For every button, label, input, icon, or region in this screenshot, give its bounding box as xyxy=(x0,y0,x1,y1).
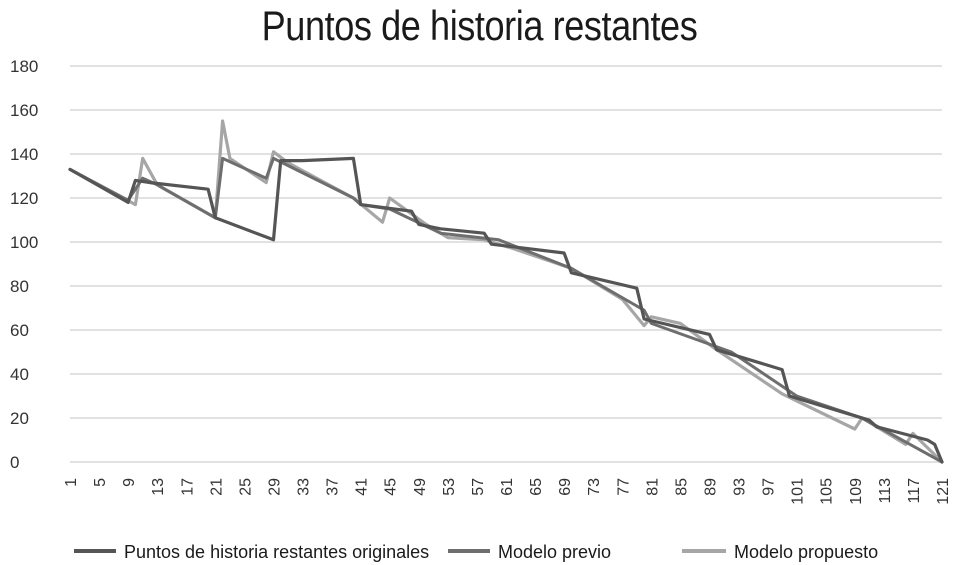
x-tick-label: 109 xyxy=(848,478,865,505)
x-tick-label: 81 xyxy=(644,478,661,496)
chart-title: Puntos de historia restantes xyxy=(261,2,698,49)
x-tick-label: 33 xyxy=(296,478,313,496)
x-tick-label: 53 xyxy=(441,478,458,496)
x-tick-label: 21 xyxy=(208,478,225,496)
x-tick-label: 9 xyxy=(121,478,138,487)
x-tick-label: 77 xyxy=(615,478,632,496)
x-tick-label: 5 xyxy=(92,478,109,487)
x-tick-label: 73 xyxy=(586,478,603,496)
series-lines xyxy=(68,119,944,464)
x-tick-label: 37 xyxy=(325,478,342,496)
y-tick-label: 120 xyxy=(10,189,38,208)
legend-label-1: Puntos de historia restantes originales xyxy=(124,542,429,562)
y-tick-label: 60 xyxy=(10,321,29,340)
y-tick-label: 20 xyxy=(10,409,29,428)
series-line-3 xyxy=(68,119,944,464)
x-tick-label: 41 xyxy=(354,478,371,496)
x-tick-label: 113 xyxy=(877,478,894,504)
x-tick-label: 49 xyxy=(412,478,429,496)
x-tick-label: 25 xyxy=(237,478,254,496)
y-tick-label: 160 xyxy=(10,101,38,120)
y-tick-label: 0 xyxy=(10,453,19,472)
series-line-1 xyxy=(68,156,944,464)
x-tick-label: 89 xyxy=(702,478,719,496)
y-tick-label: 100 xyxy=(10,233,38,252)
x-tick-label: 93 xyxy=(732,478,749,496)
x-tick-label: 101 xyxy=(790,478,807,505)
legend: Puntos de historia restantes originales M… xyxy=(74,542,878,562)
x-tick-label: 65 xyxy=(528,478,545,496)
x-tick-label: 29 xyxy=(266,478,283,496)
x-tick-label: 61 xyxy=(499,478,516,496)
x-tick-label: 1 xyxy=(63,478,80,487)
x-tick-label: 117 xyxy=(906,478,923,504)
x-tick-label: 121 xyxy=(935,478,952,505)
x-tick-label: 85 xyxy=(673,478,690,496)
x-tick-label: 45 xyxy=(383,478,400,496)
y-tick-label: 80 xyxy=(10,277,29,296)
y-tick-label: 140 xyxy=(10,145,38,164)
y-axis-ticks: 0 20 40 60 80 100 120 140 160 180 xyxy=(10,57,38,472)
legend-label-3: Modelo propuesto xyxy=(734,542,878,562)
x-tick-label: 97 xyxy=(761,478,778,496)
series-line-2 xyxy=(68,156,944,464)
y-tick-label: 40 xyxy=(10,365,29,384)
legend-label-2: Modelo previo xyxy=(498,542,611,562)
x-tick-label: 57 xyxy=(470,478,487,496)
x-axis-ticks: 1 5 9 13 17 21 25 29 33 37 41 45 49 53 57 61 65 69 73 77 81 8… xyxy=(63,478,952,505)
x-tick-label: 105 xyxy=(819,478,836,505)
y-tick-label: 180 xyxy=(10,57,38,76)
x-tick-label: 69 xyxy=(557,478,574,496)
x-tick-label: 13 xyxy=(150,478,167,496)
x-tick-label: 17 xyxy=(179,478,196,496)
